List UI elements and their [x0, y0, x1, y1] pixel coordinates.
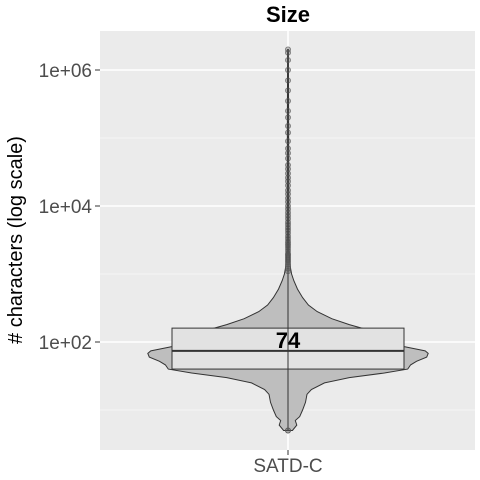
outlier-point [284, 263, 291, 270]
outlier-point [284, 129, 291, 136]
outlier-point [284, 138, 291, 145]
outlier-point [284, 174, 291, 181]
outlier-point [284, 162, 291, 169]
plot-area: 1e+02 1e+04 1e+06 74 SATD-C [39, 31, 475, 477]
outlier-point [284, 150, 291, 157]
min-point [284, 427, 291, 434]
y-tick-label: 1e+02 [39, 333, 92, 354]
y-tick-label: 1e+06 [39, 61, 92, 82]
outlier-point [284, 212, 291, 219]
outlier-point [284, 170, 291, 177]
outlier-point [284, 155, 291, 162]
outlier-point [284, 182, 291, 189]
median-label: 74 [276, 328, 301, 353]
outlier-point [284, 57, 291, 64]
y-tick-label: 1e+04 [39, 197, 93, 218]
chart-title: Size [266, 2, 310, 27]
outlier-point [284, 98, 291, 105]
outlier-point [284, 242, 291, 249]
outlier-point [284, 215, 291, 222]
outlier-point [284, 46, 291, 53]
outlier-point [284, 114, 291, 121]
outlier-point [284, 187, 291, 194]
outlier-point [284, 107, 291, 114]
outlier-point [284, 145, 291, 152]
outlier-point [284, 233, 291, 240]
outlier-point [284, 202, 291, 209]
x-tick-label: SATD-C [253, 456, 322, 477]
outlier-point [284, 87, 291, 94]
outlier-point [284, 206, 291, 213]
outlier-point [284, 67, 291, 74]
y-axis-label: # characters (log scale) [5, 136, 27, 344]
outlier-point [284, 195, 291, 202]
outlier-point [284, 252, 291, 259]
outlier-point [284, 49, 291, 56]
outlier-point [284, 123, 291, 130]
outlier-point [284, 77, 291, 84]
outlier-point [284, 253, 291, 260]
